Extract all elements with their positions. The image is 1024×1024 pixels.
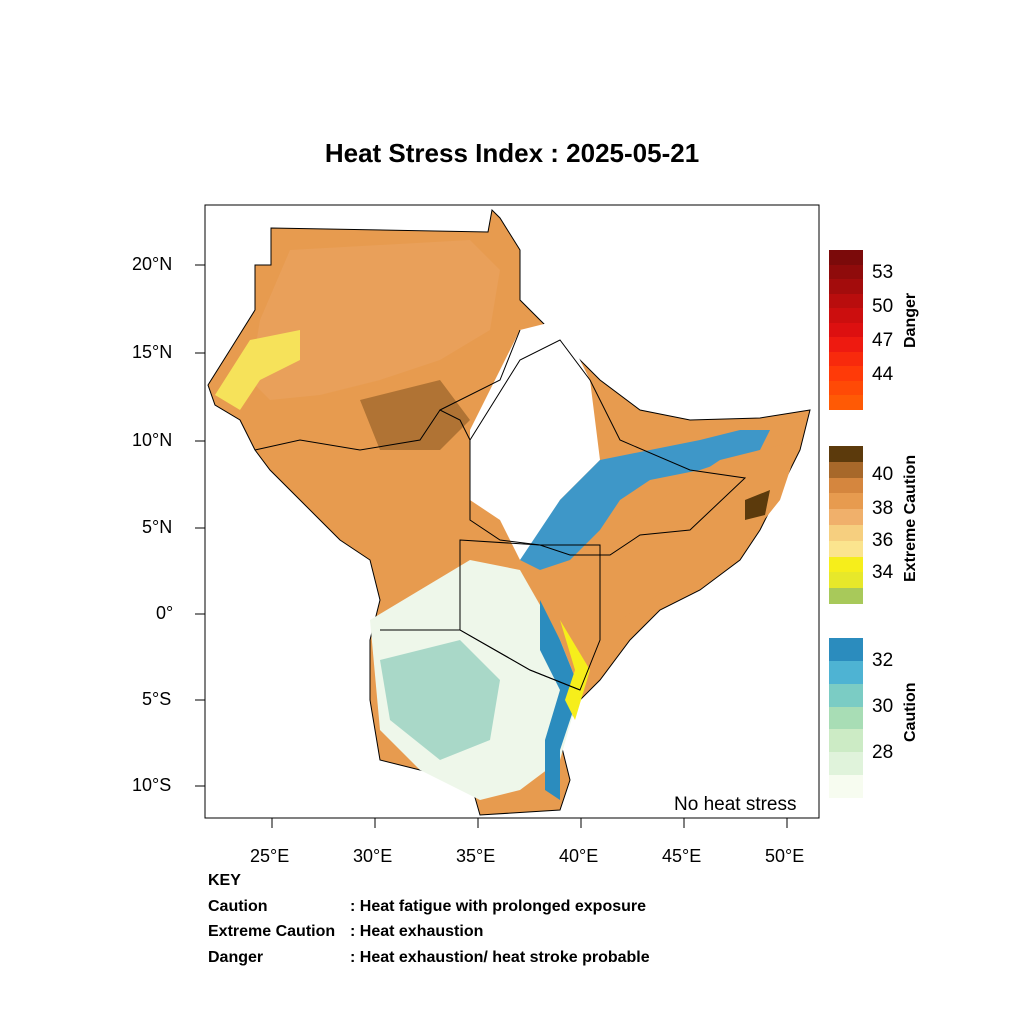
- border-tanzania: [380, 629, 581, 691]
- lat-label-15n: 15°N: [132, 342, 173, 362]
- legend-extreme-tick: 40: [872, 464, 894, 485]
- legend-extreme-tick: 34: [872, 562, 894, 583]
- zone-south-green: [380, 640, 500, 760]
- legend-danger-swatch: [829, 395, 863, 410]
- legend-extreme-swatch: [829, 572, 863, 589]
- border-east-sudan: [439, 329, 521, 411]
- legend-danger-swatch: [829, 351, 863, 367]
- legend-extreme-swatch: [829, 461, 863, 478]
- legend-caution-tick: 30: [872, 696, 894, 717]
- legend-caution-swatch: [829, 729, 863, 753]
- legend-danger-swatch: [829, 264, 863, 280]
- legend-extreme-tick: 38: [872, 498, 894, 519]
- lon-label-25e: 25°E: [250, 846, 290, 866]
- legend-danger-swatch: [829, 337, 863, 352]
- key-term: Caution: [208, 897, 268, 915]
- lat-label-20n: 20°N: [132, 254, 173, 274]
- legend-danger-title: Danger: [902, 292, 919, 348]
- zone-coast-yellow: [560, 620, 590, 720]
- lat-label-10n: 10°N: [132, 430, 173, 450]
- legend-danger-swatch: [829, 366, 863, 381]
- zone-highland-blue-edge: [520, 430, 770, 570]
- zone-hot-north: [250, 240, 500, 400]
- legend-extreme-caution: [829, 446, 863, 604]
- zone-hot-horn: [600, 440, 800, 620]
- key-term: Extreme Caution: [208, 923, 336, 940]
- lat-label-5s: 5°S: [142, 689, 172, 709]
- key-heading: KEY: [208, 872, 241, 889]
- legend-danger-swatch: [829, 380, 863, 396]
- legend-extreme-swatch: [829, 556, 863, 573]
- lon-label-50e: 50°E: [765, 846, 805, 866]
- legend-danger-tick: 53: [872, 262, 894, 283]
- key-desc: : Heat exhaustion: [350, 923, 484, 940]
- legend-danger-tick: 44: [872, 364, 894, 385]
- no-heat-stress-label: No heat stress: [674, 794, 797, 815]
- legend-danger-swatch: [829, 322, 863, 338]
- legend-extreme-swatch: [829, 588, 863, 604]
- key-term: Danger: [208, 948, 264, 966]
- legend-extreme-swatch: [829, 540, 863, 557]
- lat-label-0: 0°: [156, 603, 174, 623]
- country-borders: [254, 329, 747, 691]
- legend-extreme-swatch: [829, 524, 863, 541]
- legend-caution-swatch: [829, 638, 863, 661]
- lat-label-10s: 10°S: [132, 775, 172, 795]
- lon-label-45e: 45°E: [662, 846, 702, 866]
- axis-ticks: [195, 264, 788, 828]
- legend-danger: [829, 250, 863, 410]
- legend-danger-swatch: [829, 250, 863, 265]
- zone-yellow-west: [215, 330, 300, 410]
- key-desc: : Heat fatigue with prolonged exposure: [350, 897, 647, 915]
- lon-label-40e: 40°E: [559, 846, 599, 866]
- border-ethiopia: [469, 339, 747, 556]
- legend-danger-tick: 47: [872, 330, 894, 351]
- legend-caution-tick: 28: [872, 742, 894, 763]
- lon-label-30e: 30°E: [353, 846, 393, 866]
- legend-extreme-swatch: [829, 446, 863, 462]
- zone-highland-white: [470, 320, 600, 560]
- legend-caution-swatch: [829, 752, 863, 776]
- key-desc: : Heat exhaustion/ heat stroke probable: [350, 948, 650, 966]
- legend-danger-swatch: [829, 279, 863, 294]
- legend-caution-tick: 32: [872, 650, 894, 671]
- legend-danger-tick: 50: [872, 296, 894, 317]
- lon-label-35e: 35°E: [456, 846, 496, 866]
- legend-caution-swatch: [829, 683, 863, 707]
- zone-hot-center: [360, 380, 470, 450]
- legend-caution-swatch: [829, 660, 863, 684]
- legend-extreme-swatch: [829, 477, 863, 494]
- border-sudan-south: [254, 409, 471, 451]
- map-title: Heat Stress Index : 2025-05-21: [324, 138, 700, 168]
- legend-caution-swatch: [829, 706, 863, 730]
- legend-extreme-swatch: [829, 493, 863, 510]
- legend-caution-title: Caution: [902, 682, 919, 742]
- lat-label-5n: 5°N: [142, 517, 173, 537]
- legend-caution: [829, 638, 863, 798]
- zone-somalia-hot: [745, 490, 770, 520]
- legend-extreme-swatch: [829, 509, 863, 525]
- heat-stress-field: [207, 208, 811, 816]
- legend-extreme-tick: 36: [872, 530, 894, 551]
- legend-extreme-title: Extreme Caution: [902, 454, 919, 582]
- legend-caution-swatch: [829, 775, 863, 798]
- legend-danger-swatch: [829, 308, 863, 323]
- zone-coast-blue: [540, 600, 580, 800]
- legend-danger-swatch: [829, 293, 863, 309]
